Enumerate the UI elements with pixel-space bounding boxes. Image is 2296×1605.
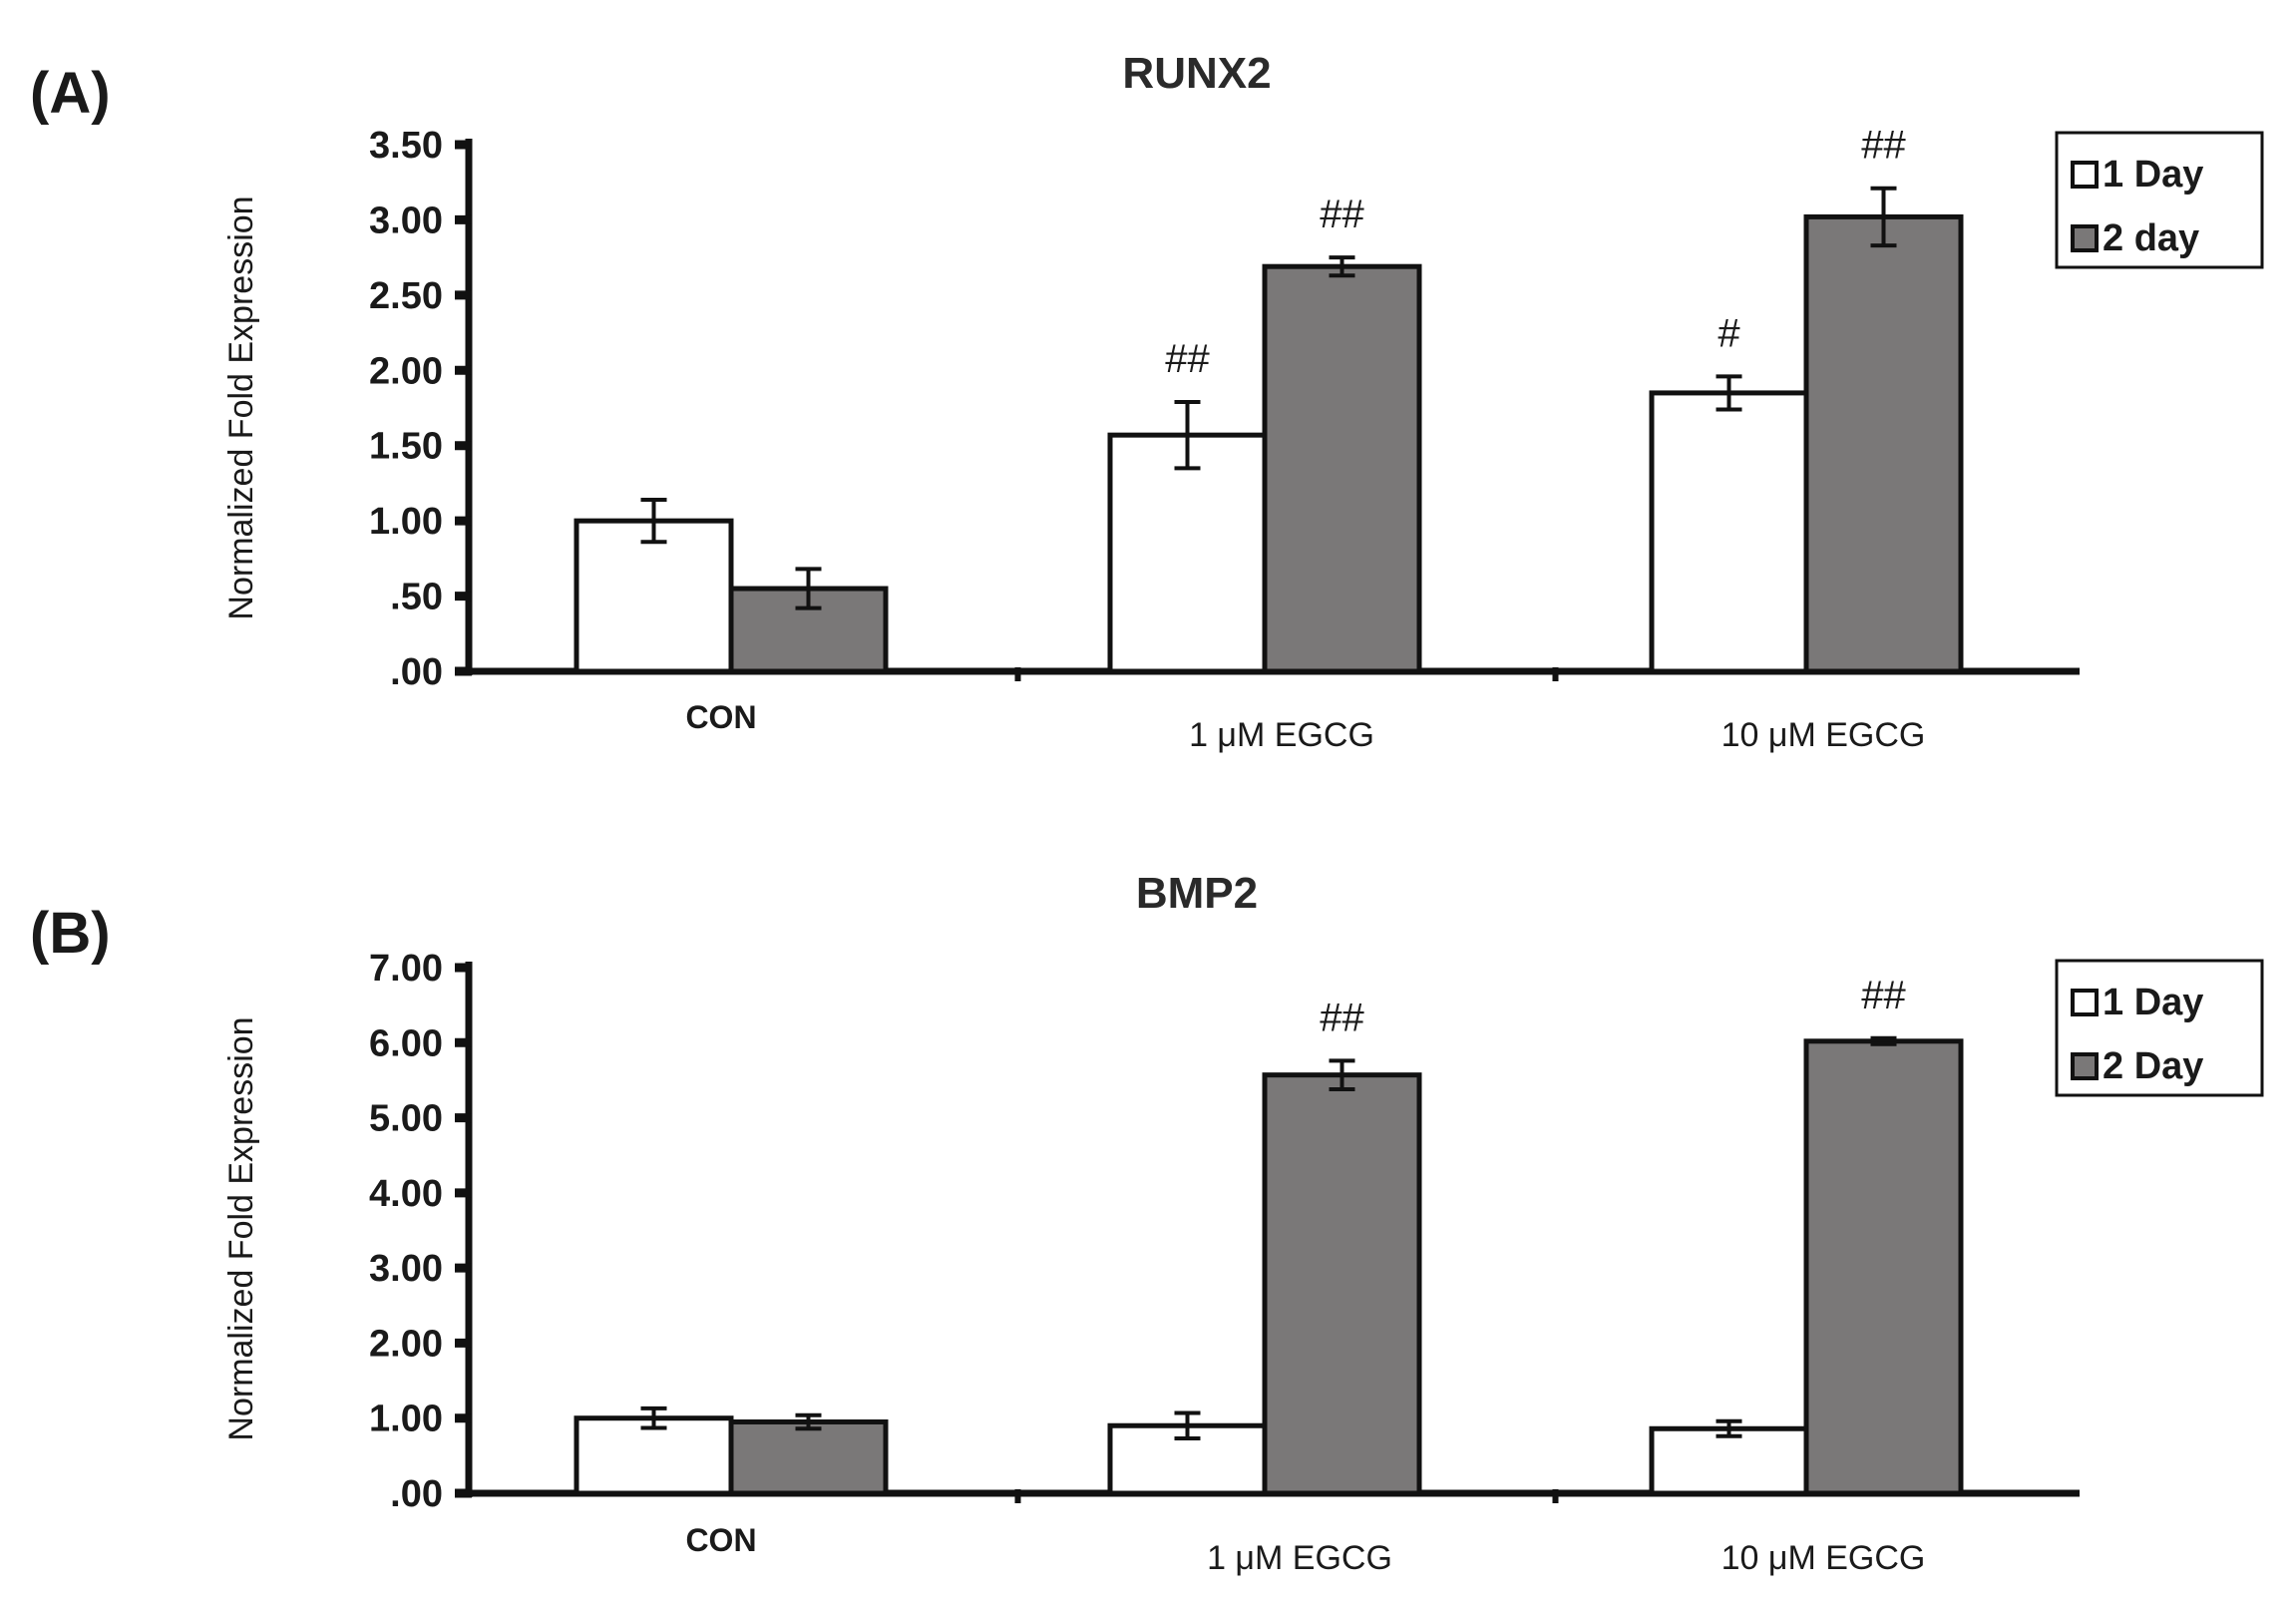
panel-label: (B) bbox=[30, 901, 111, 966]
y-tick-label: 1.50 bbox=[369, 426, 443, 468]
y-tick-label: 5.00 bbox=[369, 1098, 443, 1140]
x-category-label: CON bbox=[685, 1522, 756, 1558]
significance-mark: ## bbox=[1320, 193, 1364, 236]
bar-day1 bbox=[574, 518, 734, 674]
legend-label: 1 Day bbox=[2103, 982, 2203, 1023]
x-category-label: 1 μM EGCG bbox=[1207, 1539, 1392, 1577]
y-tick-label: 3.00 bbox=[369, 200, 443, 241]
panel-label: (A) bbox=[30, 61, 111, 126]
significance-mark: ## bbox=[1861, 974, 1906, 1017]
y-tick-label: 1.00 bbox=[369, 1399, 443, 1440]
y-axis-label: Normalized Fold Expression bbox=[222, 1016, 260, 1440]
y-tick-label: 2.50 bbox=[369, 275, 443, 317]
y-tick-label: .50 bbox=[390, 577, 443, 618]
legend-swatch bbox=[2071, 161, 2099, 189]
y-tick-label: 3.50 bbox=[369, 125, 443, 167]
x-category-label: 1 μM EGCG bbox=[1189, 716, 1374, 754]
legend-swatch bbox=[2071, 224, 2099, 252]
x-category-label: CON bbox=[685, 699, 756, 735]
x-category-label: 10 μM EGCG bbox=[1722, 716, 1926, 754]
legend-swatch bbox=[2071, 1052, 2099, 1080]
bar-day2 bbox=[1803, 1038, 1964, 1496]
bar-day1 bbox=[1649, 390, 1809, 674]
legend-label: 1 Day bbox=[2103, 154, 2203, 196]
legend-label: 2 day bbox=[2103, 217, 2199, 259]
bar-day1 bbox=[1107, 432, 1268, 674]
significance-mark: # bbox=[1718, 311, 1740, 355]
y-tick-label: 3.00 bbox=[369, 1248, 443, 1290]
x-category-label: 10 μM EGCG bbox=[1722, 1539, 1926, 1577]
bar-day2 bbox=[1262, 263, 1422, 674]
chart-title: BMP2 bbox=[1136, 869, 1258, 918]
y-axis-label: Normalized Fold Expression bbox=[222, 196, 260, 619]
bar-day2 bbox=[728, 1418, 889, 1496]
legend-label: 2 Day bbox=[2103, 1045, 2203, 1087]
significance-mark: ## bbox=[1861, 124, 1906, 168]
y-tick-label: 6.00 bbox=[369, 1022, 443, 1064]
legend-swatch bbox=[2071, 989, 2099, 1016]
y-tick-label: .00 bbox=[390, 1473, 443, 1515]
y-tick-label: 1.00 bbox=[369, 501, 443, 543]
y-tick-label: 4.00 bbox=[369, 1173, 443, 1215]
bar-day1 bbox=[574, 1415, 734, 1496]
chart-panel-a: (A) RUNX2 Normalized Fold Expression .00 .50… bbox=[30, 49, 2264, 754]
chart-panel-b: (B) BMP2 Normalized Fold Expression .00 1.00… bbox=[30, 869, 2264, 1577]
bar-day1 bbox=[1649, 1425, 1809, 1496]
bar-day2 bbox=[1803, 213, 1964, 674]
y-tick-label: 2.00 bbox=[369, 1323, 443, 1365]
significance-mark: ## bbox=[1320, 996, 1364, 1039]
y-tick-label: 7.00 bbox=[369, 948, 443, 990]
y-tick-label: .00 bbox=[390, 651, 443, 693]
bar-day2 bbox=[1262, 1072, 1422, 1496]
chart-title: RUNX2 bbox=[1122, 49, 1271, 98]
y-tick-label: 2.00 bbox=[369, 350, 443, 392]
significance-mark: ## bbox=[1165, 337, 1210, 381]
